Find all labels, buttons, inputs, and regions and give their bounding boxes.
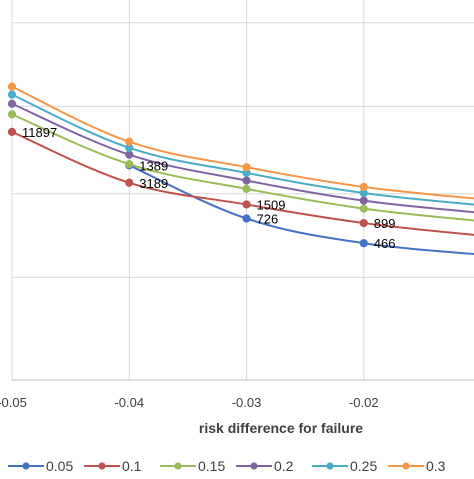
data-label-layer: 1389 726 466 11897 3189 1509 899 bbox=[22, 125, 395, 251]
data-point-0.15 bbox=[359, 204, 368, 213]
data-point-0.3 bbox=[7, 82, 17, 91]
data-point-0.25 bbox=[7, 90, 17, 99]
x-tick-label: -0.03 bbox=[232, 395, 262, 410]
data-point-0.2 bbox=[242, 176, 251, 185]
data-point-0.3 bbox=[125, 137, 134, 146]
legend: 0.05 0.1 0.15 0.2 0.25 0.3 bbox=[8, 458, 446, 474]
x-tick-label: -0.05 bbox=[0, 395, 27, 410]
legend-swatch-marker bbox=[402, 462, 410, 470]
data-label: 1389 bbox=[139, 158, 168, 173]
data-label: 11897 bbox=[22, 125, 57, 140]
legend-swatch-marker bbox=[326, 462, 334, 470]
legend-label: 0.15 bbox=[198, 458, 225, 474]
axis-layer: -0.05 -0.04 -0.03 -0.02 bbox=[0, 379, 474, 410]
data-point-0.2 bbox=[359, 196, 368, 205]
data-point-0.15 bbox=[125, 160, 134, 169]
data-point-0.2 bbox=[125, 150, 134, 159]
legend-label: 0.3 bbox=[426, 458, 446, 474]
series-line-0.05 bbox=[128, 164, 474, 255]
data-point-0.3 bbox=[242, 163, 251, 172]
data-label: 726 bbox=[257, 212, 279, 227]
legend-label: 0.25 bbox=[350, 458, 377, 474]
data-point-0.1 bbox=[359, 218, 368, 228]
grid-layer bbox=[11, 0, 474, 380]
legend-swatch-marker bbox=[22, 462, 30, 470]
data-point-0.1 bbox=[7, 127, 17, 136]
data-point-0.1 bbox=[242, 200, 251, 209]
data-label: 899 bbox=[374, 216, 396, 231]
x-axis-title: risk difference for failure bbox=[199, 420, 363, 436]
legend-label: 0.1 bbox=[122, 458, 142, 474]
data-label: 1509 bbox=[257, 197, 286, 212]
legend-label: 0.05 bbox=[46, 458, 73, 474]
data-point-0.2 bbox=[7, 99, 17, 108]
series-layer bbox=[7, 82, 474, 255]
data-point-0.1 bbox=[125, 178, 134, 187]
data-point-0.15 bbox=[242, 184, 251, 193]
legend-label: 0.2 bbox=[274, 458, 294, 474]
x-tick-label: -0.02 bbox=[349, 395, 379, 410]
data-point-0.3 bbox=[359, 182, 368, 192]
data-label: 3189 bbox=[139, 176, 168, 191]
data-point-0.05 bbox=[359, 239, 368, 248]
data-label: 466 bbox=[374, 236, 396, 251]
data-point-0.15 bbox=[7, 110, 17, 119]
data-point-0.05 bbox=[242, 214, 251, 223]
legend-swatch-marker bbox=[98, 462, 106, 470]
legend-swatch-marker bbox=[250, 462, 258, 470]
x-tick-label: -0.04 bbox=[114, 395, 144, 410]
legend-swatch-marker bbox=[174, 462, 182, 470]
